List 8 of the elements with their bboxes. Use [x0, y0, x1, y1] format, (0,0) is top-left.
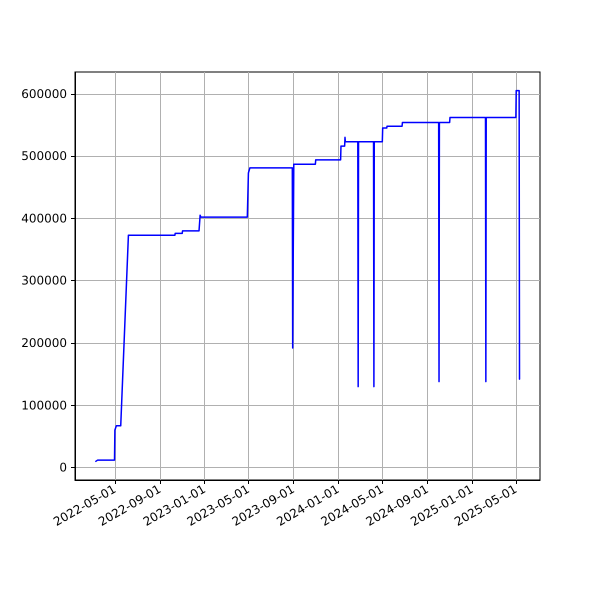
line-series [95, 90, 520, 462]
y-tick-label: 0 [59, 460, 67, 475]
y-tick-label: 100000 [21, 398, 67, 412]
y-tick-label: 300000 [21, 274, 67, 288]
y-tick-label: 600000 [21, 86, 67, 101]
y-tick-label: 500000 [21, 149, 67, 164]
y-tick-label: 200000 [21, 336, 67, 350]
y-tick-label: 400000 [21, 211, 67, 226]
